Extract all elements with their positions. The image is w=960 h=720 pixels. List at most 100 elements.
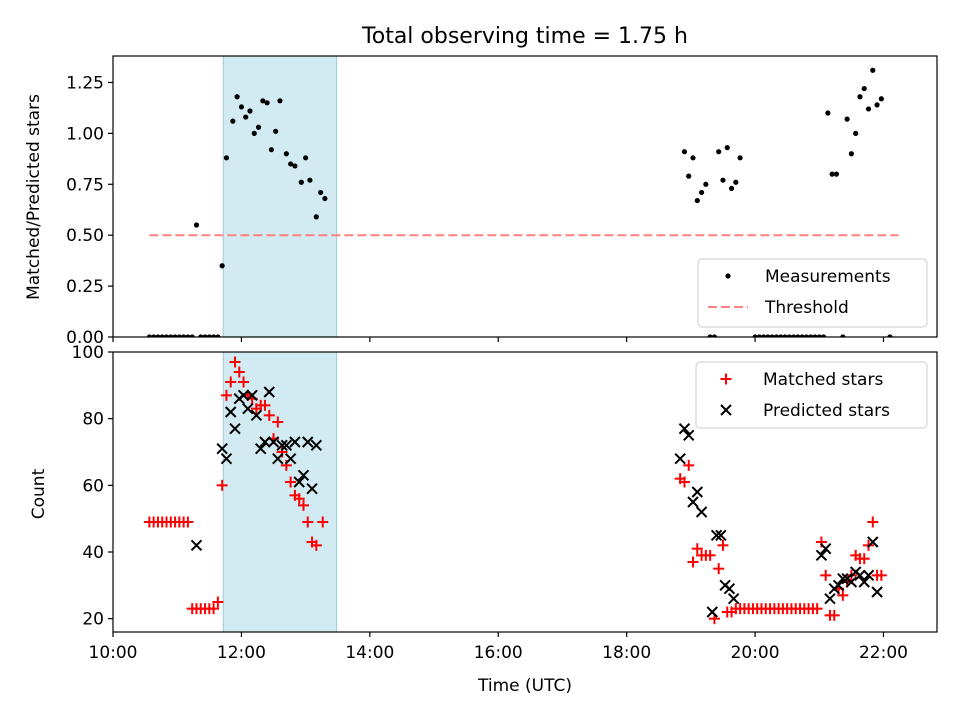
y-tick-label: 100: [72, 343, 104, 363]
data-point: [255, 124, 262, 130]
legend: Matched stars Predicted stars: [695, 361, 928, 429]
data-point: [259, 436, 271, 448]
data-point: [220, 389, 232, 401]
data-point: [820, 334, 827, 337]
data-point: [318, 189, 324, 196]
legend-label: Threshold: [764, 298, 849, 318]
data-point: [761, 334, 767, 337]
data-point: [246, 389, 258, 402]
data-point: [234, 94, 240, 100]
data-point: [292, 163, 298, 169]
data-point: [223, 155, 230, 161]
data-point: [819, 542, 832, 555]
data-point: [297, 499, 309, 511]
data-point: [858, 576, 870, 588]
data-point: [683, 459, 695, 471]
data-point: [272, 416, 284, 428]
data-point: [687, 556, 699, 568]
data-point: [837, 589, 849, 601]
data-point: [854, 569, 866, 582]
data-point: [146, 334, 152, 337]
data-point: [219, 263, 225, 269]
y-tick-label: 0.25: [66, 277, 104, 297]
data-point: [259, 399, 271, 411]
series-measurements: [146, 67, 893, 337]
data-point: [190, 539, 203, 552]
data-point: [791, 334, 797, 337]
x-tick-label: 20:00: [731, 643, 780, 663]
data-point: [870, 67, 876, 73]
data-point: [678, 476, 690, 488]
data-point: [717, 539, 729, 551]
x-axis-label: Time (UTC): [477, 676, 572, 696]
data-point: [230, 118, 236, 124]
data-point: [229, 356, 241, 368]
data-point: [727, 592, 740, 605]
data-point: [833, 171, 840, 177]
data-point: [710, 529, 723, 542]
data-point: [867, 536, 879, 548]
data-point: [233, 366, 245, 378]
data-point: [862, 569, 875, 582]
data-point: [310, 439, 323, 452]
data-point: [284, 452, 297, 465]
data-point: [815, 549, 828, 562]
data-point: [752, 334, 758, 337]
data-point: [250, 409, 263, 422]
data-point: [711, 334, 718, 337]
data-point: [765, 334, 771, 337]
data-point: [878, 96, 884, 102]
data-point: [247, 108, 253, 114]
data-point: [674, 452, 686, 465]
y-tick-label: 0.50: [66, 226, 104, 246]
y-tick-label: 1.00: [66, 124, 104, 144]
data-point: [691, 543, 703, 555]
data-point: [229, 422, 241, 435]
data-point: [268, 147, 274, 153]
chart-title: Total observing time = 1.75 h: [361, 24, 688, 49]
data-point: [778, 334, 784, 337]
data-point: [263, 409, 275, 421]
x-tick-label: 18:00: [602, 643, 651, 663]
legend-item-predicted-stars: Predicted stars: [720, 401, 890, 421]
data-point: [293, 476, 305, 488]
data-point: [238, 104, 245, 110]
data-point: [815, 536, 827, 548]
data-point: [681, 149, 688, 155]
data-point: [254, 442, 267, 455]
data-point: [832, 579, 845, 592]
data-point: [853, 130, 859, 136]
x-tick-label: 16:00: [474, 643, 523, 663]
data-point: [728, 185, 735, 191]
data-point: [283, 151, 289, 157]
data-point: [280, 439, 293, 452]
data-point: [698, 189, 705, 196]
data-point: [302, 436, 314, 448]
count-panel: 20 40 60 80 100 10:00 12:00 14:00 16:00 18:00 20:0…: [72, 343, 938, 663]
data-point: [875, 569, 887, 581]
data-point: [690, 155, 696, 161]
y-tick-label: 80: [82, 410, 104, 430]
data-point: [313, 214, 319, 220]
series-predicted-stars: [190, 386, 883, 618]
data-point: [848, 151, 854, 157]
data-point: [811, 603, 823, 615]
legend-item-measurements: Measurements: [725, 267, 891, 287]
legend-label: Measurements: [765, 267, 891, 287]
data-point: [829, 171, 835, 177]
data-point: [703, 181, 709, 187]
data-point: [773, 334, 780, 337]
data-point: [716, 149, 722, 155]
data-point: [276, 439, 288, 452]
data-point: [216, 442, 228, 455]
data-point: [840, 334, 846, 337]
data-point: [844, 116, 850, 122]
axes-frame: [112, 351, 938, 633]
data-point: [182, 516, 194, 528]
data-point: [242, 402, 254, 415]
data-point: [273, 128, 279, 134]
data-point: [168, 334, 174, 337]
data-point: [723, 582, 736, 595]
axes-frame: [112, 55, 938, 338]
data-point: [871, 586, 883, 598]
